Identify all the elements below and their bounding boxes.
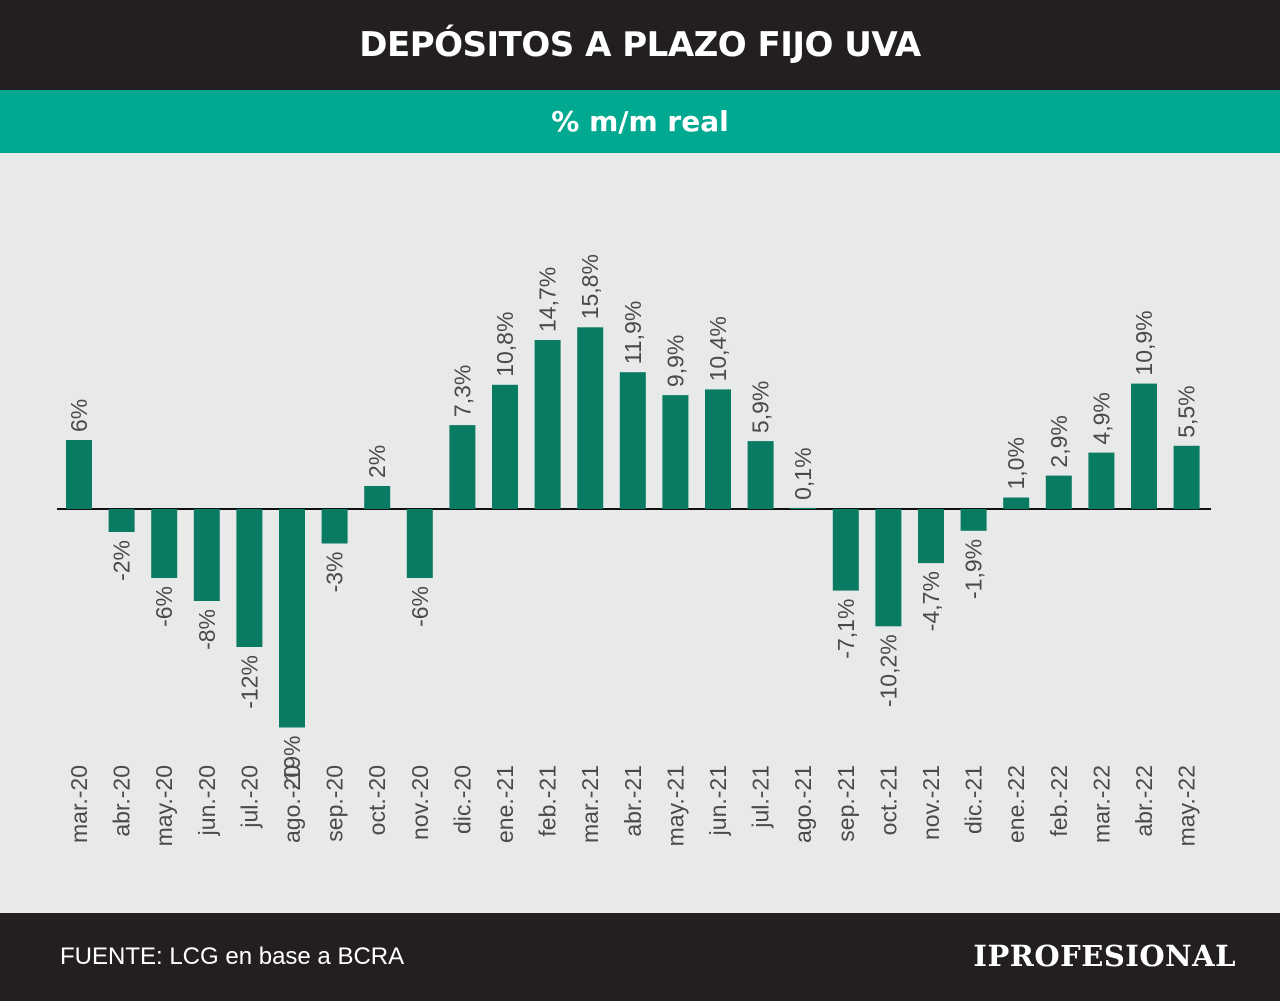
- value-label-abr.-20: -2%: [109, 540, 135, 581]
- category-label-mar.-20: mar.-20: [66, 765, 92, 843]
- value-label-mar.-21: 15,8%: [577, 254, 603, 319]
- bar-chart: 6% mar.-20 -2% abr.-20 -6% may.-20 -8% jun.-20 -…: [57, 254, 1211, 846]
- value-label-jul.-21: 5,9%: [748, 381, 774, 433]
- bar-abr.-22: [1131, 383, 1157, 509]
- value-label-ago.-21: 0,1%: [790, 447, 816, 499]
- category-label-jun.-21: jun.-21: [705, 765, 731, 836]
- category-label-oct.-20: oct.-20: [364, 765, 390, 835]
- value-label-ago.-20: -19%: [279, 736, 305, 790]
- bar-may.-21: [662, 395, 689, 509]
- category-label-ago.-21: ago.-21: [790, 765, 816, 843]
- bar-sep.-20: [321, 509, 348, 544]
- chart-footer: FUENTE: LCG en base a BCRA IPROFESIONAL: [0, 913, 1280, 1001]
- bar-ago.-20: [279, 509, 305, 728]
- category-label-abr.-22: abr.-22: [1131, 765, 1157, 837]
- bar-may.-22: [1173, 445, 1200, 510]
- value-label-may.-20: -6%: [151, 586, 177, 627]
- value-label-jun.-20: -8%: [194, 609, 220, 650]
- value-label-oct.-20: 2%: [364, 445, 390, 478]
- category-label-oct.-21: oct.-21: [875, 765, 901, 835]
- value-label-ene.-22: 1,0%: [1003, 437, 1029, 489]
- category-label-nov.-21: nov.-21: [918, 765, 944, 840]
- category-label-abr.-20: abr.-20: [109, 765, 135, 837]
- bar-nov.-20: [406, 509, 433, 578]
- bar-ago.-21: [790, 507, 817, 510]
- category-label-ene.-22: ene.-22: [1003, 765, 1029, 843]
- bar-dic.-20: [449, 425, 476, 510]
- bar-abr.-20: [108, 509, 135, 532]
- category-label-feb.-21: feb.-21: [535, 765, 561, 837]
- category-label-sep.-20: sep.-20: [322, 765, 348, 842]
- bar-feb.-21: [534, 340, 561, 509]
- bar-abr.-21: [619, 372, 646, 509]
- value-label-dic.-21: -1,9%: [961, 539, 987, 599]
- category-label-may.-20: may.-20: [151, 765, 177, 846]
- category-label-abr.-21: abr.-21: [620, 765, 646, 837]
- category-label-sep.-21: sep.-21: [833, 765, 859, 842]
- value-label-ene.-21: 10,8%: [492, 312, 518, 377]
- category-label-ago.-20: ago.-20: [279, 765, 305, 843]
- bar-feb.-22: [1045, 475, 1072, 509]
- value-label-abr.-21: 11,9%: [620, 301, 646, 365]
- value-label-jul.-20: -12%: [236, 655, 262, 709]
- category-label-dic.-21: dic.-21: [961, 765, 987, 834]
- bar-jun.-20: [193, 509, 220, 601]
- bar-oct.-21: [875, 509, 902, 627]
- value-label-nov.-20: -6%: [407, 586, 433, 627]
- chart-subheader: % m/m real: [0, 90, 1280, 153]
- category-label-jul.-21: jul.-21: [748, 765, 774, 829]
- category-label-may.-22: may.-22: [1174, 765, 1200, 846]
- category-label-jul.-20: jul.-20: [236, 765, 262, 829]
- value-label-mar.-20: 6%: [66, 399, 92, 432]
- chart-area: 6% mar.-20 -2% abr.-20 -6% may.-20 -8% jun.-20 -…: [0, 153, 1280, 913]
- category-label-mar.-22: mar.-22: [1088, 765, 1114, 843]
- value-label-mar.-22: 4,9%: [1088, 392, 1114, 444]
- chart-subtitle: % m/m real: [551, 105, 729, 138]
- source-note: FUENTE: LCG en base a BCRA: [60, 943, 405, 970]
- bar-dic.-21: [960, 509, 987, 531]
- bar-jun.-21: [705, 389, 731, 509]
- chart-header: DEPÓSITOS A PLAZO FIJO UVA: [0, 0, 1280, 90]
- bar-mar.-20: [66, 440, 92, 509]
- bar-ene.-22: [1003, 497, 1030, 509]
- value-label-sep.-21: -7,1%: [833, 599, 859, 659]
- bar-ene.-21: [492, 384, 518, 509]
- category-label-may.-21: may.-21: [662, 765, 688, 846]
- value-label-may.-22: 5,5%: [1174, 385, 1200, 437]
- bar-sep.-21: [832, 509, 859, 591]
- category-label-dic.-20: dic.-20: [449, 765, 475, 834]
- bar-mar.-21: [577, 327, 604, 509]
- bar-jul.-20: [236, 509, 263, 647]
- category-label-nov.-20: nov.-20: [407, 765, 433, 840]
- category-label-mar.-21: mar.-21: [577, 765, 603, 843]
- bar-nov.-21: [918, 509, 944, 564]
- category-label-jun.-20: jun.-20: [194, 765, 220, 836]
- bar-jul.-21: [747, 441, 774, 509]
- bar-mar.-22: [1088, 452, 1115, 509]
- bar-oct.-20: [364, 486, 391, 509]
- value-label-feb.-22: 2,9%: [1046, 415, 1072, 467]
- category-label-ene.-21: ene.-21: [492, 765, 518, 843]
- brand-logo: IPROFESIONAL: [973, 939, 1236, 973]
- category-label-feb.-22: feb.-22: [1046, 765, 1072, 837]
- value-label-sep.-20: -3%: [322, 552, 348, 593]
- value-label-abr.-22: 10,9%: [1131, 310, 1157, 375]
- value-label-may.-21: 9,9%: [662, 335, 688, 387]
- value-label-oct.-21: -10,2%: [875, 634, 901, 707]
- value-label-jun.-21: 10,4%: [705, 316, 731, 381]
- chart-title: DEPÓSITOS A PLAZO FIJO UVA: [359, 25, 921, 65]
- value-label-dic.-20: 7,3%: [449, 365, 475, 417]
- value-label-nov.-21: -4,7%: [918, 571, 944, 631]
- value-label-feb.-21: 14,7%: [535, 267, 561, 332]
- bar-may.-20: [151, 509, 178, 578]
